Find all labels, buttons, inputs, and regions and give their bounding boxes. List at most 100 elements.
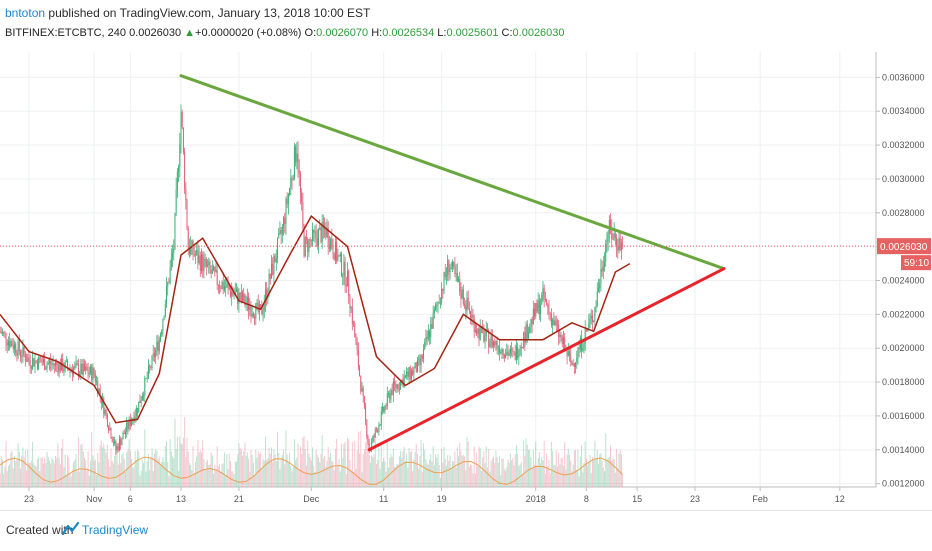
candle-body bbox=[396, 384, 398, 389]
volume-bar bbox=[273, 449, 275, 487]
candle-body bbox=[221, 281, 223, 289]
candle-body bbox=[315, 231, 317, 239]
volume-bar bbox=[433, 465, 435, 487]
volume-bar bbox=[93, 461, 95, 487]
candle-body bbox=[297, 153, 299, 170]
candle-body bbox=[431, 324, 433, 329]
volume-bar bbox=[146, 460, 148, 487]
candle-body bbox=[313, 229, 315, 233]
candle-body bbox=[554, 320, 556, 326]
candle-body bbox=[168, 282, 170, 284]
volume-bar bbox=[240, 449, 242, 487]
volume-bar bbox=[124, 472, 126, 487]
candle-body bbox=[614, 233, 616, 238]
volume-bar bbox=[578, 476, 580, 487]
volume-bar bbox=[540, 463, 542, 487]
volume-bar bbox=[571, 471, 573, 487]
candle-body bbox=[410, 370, 412, 380]
candle-body bbox=[22, 346, 24, 357]
candle-body bbox=[478, 328, 480, 340]
candle-body bbox=[226, 283, 228, 288]
candle-body bbox=[266, 289, 268, 299]
candle-body bbox=[541, 294, 543, 305]
candle-body bbox=[406, 371, 408, 376]
candle-body bbox=[204, 258, 206, 260]
candle-body bbox=[342, 275, 344, 277]
volume-bar bbox=[182, 437, 184, 487]
volume-bar bbox=[292, 467, 294, 487]
candle-body bbox=[530, 319, 532, 328]
volume-bar bbox=[464, 456, 466, 487]
candle-body bbox=[391, 390, 393, 395]
candle-body bbox=[162, 319, 164, 331]
volume-bar bbox=[363, 449, 365, 487]
candle-body bbox=[182, 127, 184, 152]
volume-bar bbox=[366, 427, 368, 487]
volume-bar bbox=[149, 469, 151, 487]
volume-bar bbox=[419, 455, 421, 487]
candle-body bbox=[172, 252, 174, 258]
volume-bar bbox=[133, 467, 135, 487]
candle-body bbox=[419, 358, 421, 366]
volume-bar bbox=[565, 469, 567, 487]
candle-body bbox=[238, 292, 240, 304]
volume-bar bbox=[140, 470, 142, 487]
candle-body bbox=[108, 426, 110, 431]
candle-body bbox=[462, 289, 464, 304]
ma-line bbox=[0, 215, 631, 424]
candle-body bbox=[519, 348, 521, 356]
volume-bar bbox=[520, 461, 522, 487]
candle-body bbox=[445, 274, 447, 277]
candle-body bbox=[258, 304, 260, 312]
candle-body bbox=[386, 393, 388, 406]
candle-body bbox=[466, 297, 468, 311]
candle-body bbox=[377, 430, 379, 433]
candle-body bbox=[106, 414, 108, 427]
volume-bar bbox=[401, 457, 403, 487]
candle-body bbox=[283, 217, 285, 227]
time-axis[interactable]: 23 Nov 6 13 21 Dec 11 19 2018 8 15 23 Feb 12 bbox=[24, 487, 845, 504]
last-price-tag-label: 0.0026030 bbox=[880, 242, 928, 253]
price-chart[interactable]: 0.0036000 0.0034000 0.0032000 0.0030000 0.00… bbox=[0, 46, 932, 510]
volume-bar bbox=[534, 464, 536, 487]
candle-body bbox=[602, 266, 604, 272]
volume-bar bbox=[163, 461, 165, 487]
author-link[interactable]: bntoton bbox=[5, 6, 46, 20]
candle-body bbox=[207, 264, 209, 267]
volume-bar bbox=[587, 466, 589, 487]
candle-body bbox=[581, 337, 583, 351]
volume-bar bbox=[373, 454, 375, 487]
volume-bar bbox=[438, 464, 440, 487]
candle-body bbox=[520, 346, 522, 349]
volume-bar bbox=[80, 444, 82, 487]
volume-bar bbox=[296, 457, 298, 487]
volume-bar bbox=[283, 449, 285, 487]
volume-bar bbox=[245, 455, 247, 487]
volume-bar bbox=[1, 459, 3, 487]
volume-bar bbox=[111, 460, 113, 487]
volume-bar bbox=[394, 467, 396, 487]
candle-body bbox=[187, 228, 189, 249]
candle-body bbox=[605, 243, 607, 262]
candle-body bbox=[116, 446, 118, 451]
tradingview-logo-icon[interactable] bbox=[62, 521, 80, 537]
volume-bar bbox=[430, 453, 432, 487]
volume-bar bbox=[333, 470, 335, 487]
volume-bar bbox=[59, 464, 61, 487]
volume-bar bbox=[15, 460, 17, 487]
volume-bar bbox=[576, 469, 578, 487]
tradingview-brand[interactable]: TradingView bbox=[82, 523, 149, 537]
candle-body bbox=[36, 361, 38, 369]
volume-bar bbox=[152, 471, 154, 487]
candle-body bbox=[595, 305, 597, 308]
volume-bar bbox=[561, 458, 563, 487]
volume-bar bbox=[32, 442, 34, 487]
symbol-label[interactable]: BITFINEX:ETCBTC, 240 bbox=[5, 27, 127, 39]
volume-bar bbox=[482, 457, 484, 487]
volume-bar bbox=[51, 458, 53, 487]
candle-body bbox=[505, 354, 507, 359]
volume-bar bbox=[73, 462, 75, 487]
volume-bar bbox=[299, 446, 301, 487]
candle-body bbox=[161, 330, 163, 335]
candle-body bbox=[360, 375, 362, 392]
